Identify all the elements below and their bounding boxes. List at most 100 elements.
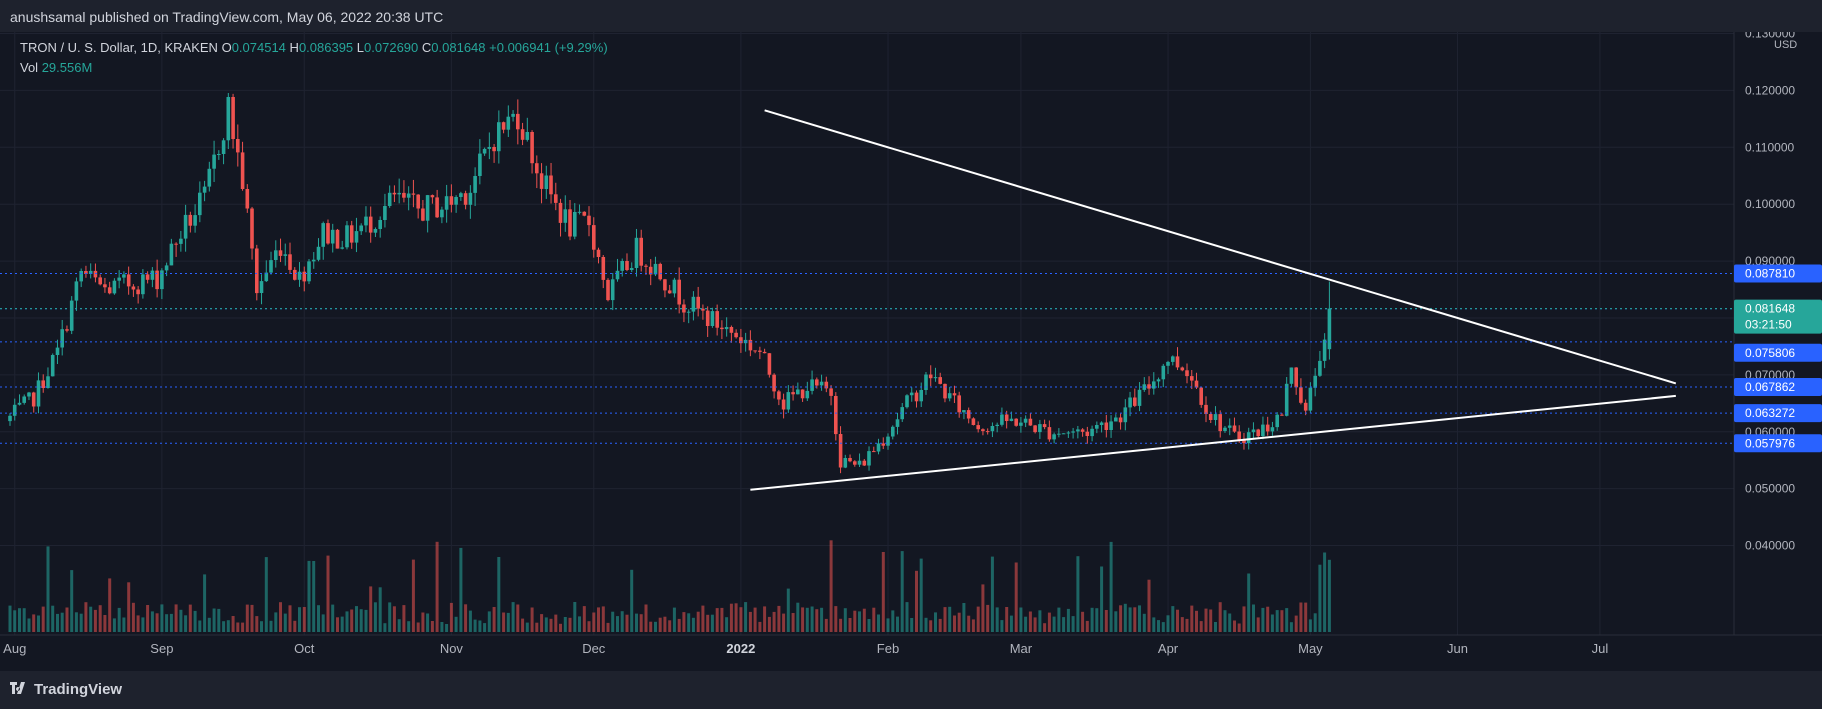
trendline-upper[interactable] (764, 109, 1677, 385)
candle-body (767, 353, 772, 375)
volume-bar (464, 604, 468, 632)
volume-bar (801, 607, 805, 632)
candle-body (1147, 384, 1151, 389)
volume-bar (1066, 608, 1070, 632)
candle-body (976, 425, 980, 430)
level-label-box (1734, 404, 1822, 423)
candle-body (373, 229, 378, 233)
volume-bar (616, 616, 619, 632)
volume-bar (872, 607, 876, 632)
price-chart[interactable]: 0.0400000.0500000.0600000.0700000.080000… (0, 27, 1822, 671)
candle-body (544, 175, 549, 189)
volume-label: Vol (20, 60, 39, 75)
volume-bar (1133, 607, 1137, 632)
candle-body (724, 327, 729, 330)
volume-bar (250, 604, 254, 632)
time-tick-label: Jul (1592, 641, 1609, 656)
candle-body (425, 195, 430, 221)
volume-bar (654, 621, 657, 632)
volume-bar (378, 587, 382, 632)
volume-bar (1304, 602, 1308, 632)
volume-bar (563, 617, 567, 632)
candle-body (1246, 432, 1251, 444)
candle-body (103, 284, 107, 288)
candle-body (653, 263, 658, 275)
volume-bar (611, 611, 615, 632)
volume-bar (848, 618, 852, 632)
volume-bar (1275, 610, 1279, 632)
volume-bar (1161, 622, 1165, 632)
candle-body (634, 237, 639, 268)
candle-body (1175, 356, 1180, 368)
volume-bar (900, 551, 904, 632)
volume-bar (516, 604, 520, 632)
volume-bar (891, 610, 895, 632)
symbol-title: TRON / U. S. Dollar, 1D, KRAKEN (20, 40, 218, 55)
candle-body (435, 197, 439, 218)
candle-body (212, 154, 216, 169)
candle-body (568, 209, 572, 237)
volume-bar (710, 614, 714, 632)
close-label: C (421, 40, 432, 55)
volume-bar (188, 604, 192, 632)
trendline-lower[interactable] (750, 394, 1676, 491)
candle-body (715, 311, 719, 328)
candle-body (1137, 389, 1142, 406)
volume-bar (222, 621, 226, 632)
candle-body (340, 247, 344, 249)
candle-body (857, 460, 862, 465)
chart-area[interactable]: 0.0400000.0500000.0600000.0700000.080000… (0, 27, 1822, 671)
candle-body (368, 216, 373, 233)
tradingview-logo[interactable]: TradingView (10, 681, 122, 698)
volume-bar (483, 623, 487, 632)
volume-bar (445, 624, 449, 632)
candle-body (753, 350, 757, 352)
open-label: O (221, 40, 232, 55)
candle-body (1261, 424, 1265, 437)
volume-bar (136, 615, 140, 632)
candle-body (596, 249, 601, 257)
candle-body (402, 192, 406, 198)
level-label: 0.087810 (1745, 267, 1795, 281)
volume-bar (373, 602, 377, 632)
candle-body (943, 383, 947, 399)
volume-bar (502, 612, 506, 632)
candle-body (297, 271, 302, 280)
candle-body (468, 192, 473, 205)
candle-body (682, 304, 686, 313)
volume-bar (1199, 621, 1203, 632)
volume-bar (839, 618, 843, 632)
candle-body (1004, 414, 1009, 421)
volume-bar (440, 622, 444, 632)
volume-bar (1256, 617, 1260, 632)
volume-bar (1270, 614, 1274, 632)
candle-body (947, 393, 952, 399)
candle-body (349, 225, 354, 243)
volume-bar (487, 611, 491, 632)
close-value: 0.081648 (431, 40, 486, 55)
volume-bar (260, 621, 263, 632)
volume-bar (74, 612, 78, 632)
volume-bar (127, 582, 131, 632)
candle-body (909, 392, 914, 396)
candle-body (416, 194, 420, 209)
candle-body (748, 339, 753, 351)
candle-body (364, 216, 368, 226)
candle-body (440, 209, 444, 218)
candle-body (1128, 397, 1132, 408)
candle-body (838, 434, 843, 468)
candle-body (406, 193, 411, 198)
candle-body (1166, 361, 1170, 366)
candle-body (411, 193, 416, 195)
volume-bar (402, 605, 406, 632)
volume-bar (649, 621, 653, 632)
volume-bar (435, 541, 439, 632)
volume-bar (1190, 605, 1194, 632)
candle-body (1299, 387, 1303, 403)
candle-body (31, 392, 36, 407)
candle-body (335, 229, 340, 249)
candle-body (50, 355, 55, 377)
candle-body (65, 329, 69, 331)
level-label-box (1734, 264, 1822, 283)
candle-body (421, 208, 425, 221)
